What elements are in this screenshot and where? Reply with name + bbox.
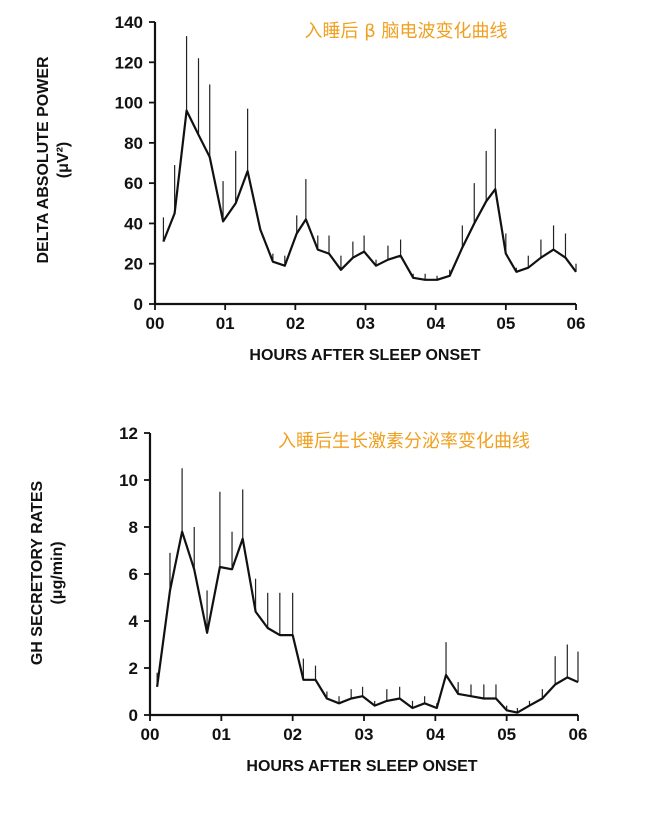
x-tick-label: 00 <box>141 725 160 744</box>
y-axis-title-group: GH SECRETORY RATES (μg/min) <box>29 481 66 666</box>
y-tick-label: 0 <box>134 295 143 314</box>
series-line-group <box>156 530 579 714</box>
series-line <box>162 109 577 281</box>
x-tick-label: 01 <box>216 314 235 333</box>
x-tick-label: 05 <box>496 314 515 333</box>
y-tick-label: 4 <box>129 612 139 631</box>
y-tick-label: 10 <box>119 471 138 490</box>
x-tick-label: 02 <box>283 725 302 744</box>
y-tick-label: 40 <box>124 214 143 233</box>
y-axis-unit: (μV²) <box>55 142 72 178</box>
x-tick-label: 02 <box>286 314 305 333</box>
x-axis-title: HOURS AFTER SLEEP ONSET <box>246 758 477 775</box>
y-tick-label: 100 <box>115 94 143 113</box>
x-tick-label: 00 <box>146 314 165 333</box>
chart-delta-power: 入睡后 β 脑电波变化曲线 DELTA ABSOLUTE POWER (μV²)… <box>35 13 585 364</box>
chart-title: 入睡后 β 脑电波变化曲线 <box>305 21 508 42</box>
y-tick-label: 140 <box>115 13 143 32</box>
y-tick-label: 12 <box>119 424 138 443</box>
x-tick-label: 01 <box>212 725 231 744</box>
chart-title: 入睡后生长激素分泌率变化曲线 <box>278 431 530 452</box>
x-tick-label: 03 <box>355 725 374 744</box>
x-tick-label: 06 <box>569 725 588 744</box>
error-bars <box>162 36 577 280</box>
y-axis-title: GH SECRETORY RATES <box>29 481 46 666</box>
x-tick-label: 04 <box>426 314 445 333</box>
y-tick-label: 6 <box>129 565 138 584</box>
y-axis-title: DELTA ABSOLUTE POWER <box>35 56 52 264</box>
y-tick-label: 60 <box>124 174 143 193</box>
y-tick-label: 2 <box>129 659 138 678</box>
error-bars <box>156 468 579 713</box>
axes: 0 20 40 60 80 100 120 140 00 01 02 03 04 05 06 <box>115 13 586 333</box>
x-tick-label: 05 <box>497 725 516 744</box>
x-tick-label: 04 <box>426 725 445 744</box>
y-tick-label: 20 <box>124 255 143 274</box>
y-tick-label: 80 <box>124 134 143 153</box>
y-axis-title-group: DELTA ABSOLUTE POWER (μV²) <box>35 56 72 264</box>
series-line <box>156 530 579 714</box>
series-line-group <box>162 109 577 281</box>
y-tick-label: 120 <box>115 53 143 72</box>
x-axis-title: HOURS AFTER SLEEP ONSET <box>249 347 480 364</box>
x-tick-label: 03 <box>356 314 375 333</box>
y-tick-label: 0 <box>129 706 138 725</box>
y-tick-label: 8 <box>129 518 138 537</box>
x-tick-label: 06 <box>567 314 586 333</box>
y-axis-unit: (μg/min) <box>49 541 66 604</box>
chart-gh-secretion: 入睡后生长激素分泌率变化曲线 GH SECRETORY RATES (μg/mi… <box>29 424 587 775</box>
